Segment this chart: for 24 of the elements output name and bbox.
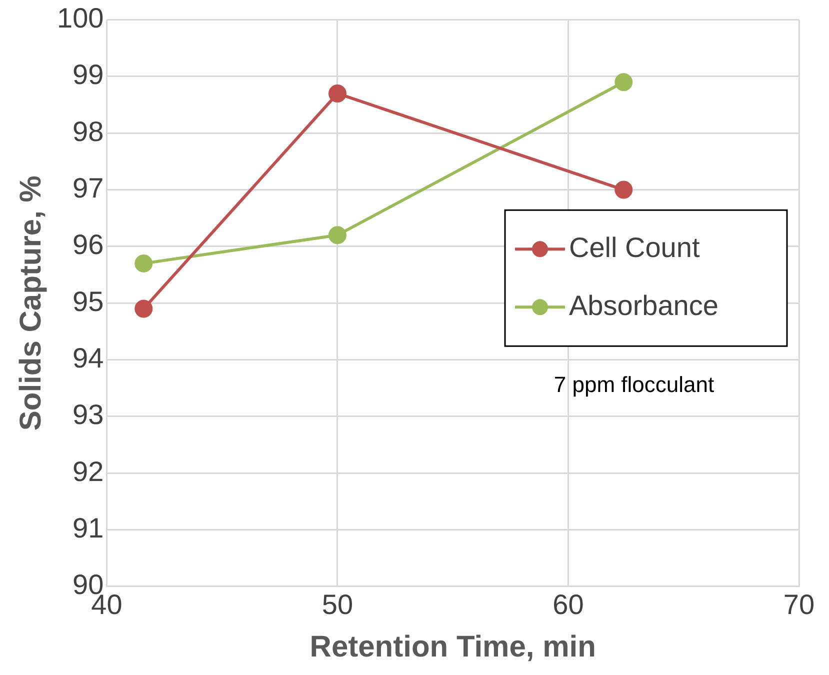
y-tick-label: 94 [72, 342, 104, 374]
x-tick-label: 60 [552, 588, 584, 620]
y-tick-label: 98 [72, 116, 104, 147]
y-tick-label: 93 [72, 399, 104, 430]
y-tick-label: 95 [72, 286, 104, 317]
annotation: 7 ppm flocculant [554, 372, 714, 398]
point [328, 226, 346, 244]
y-tick-label: 96 [72, 229, 104, 260]
y-tick-label: 91 [72, 512, 104, 544]
y-tick-label: 99 [72, 59, 104, 90]
point [134, 300, 153, 318]
point [614, 73, 633, 92]
y-axis-title: Solids Capture, % [14, 176, 48, 431]
y-tick-label: 100 [57, 2, 104, 34]
point [328, 84, 346, 102]
y-tick-label: 97 [72, 172, 104, 204]
x-tick-label: 50 [322, 588, 354, 620]
y-tick-label: 92 [72, 456, 104, 487]
x-tick-label: 70 [783, 588, 815, 620]
point [614, 180, 633, 199]
legend-label: Cell Count [569, 232, 700, 263]
legend-label: Absorbance [569, 290, 718, 321]
x-axis-title: Retention Time, min [310, 630, 596, 664]
point [134, 254, 153, 272]
